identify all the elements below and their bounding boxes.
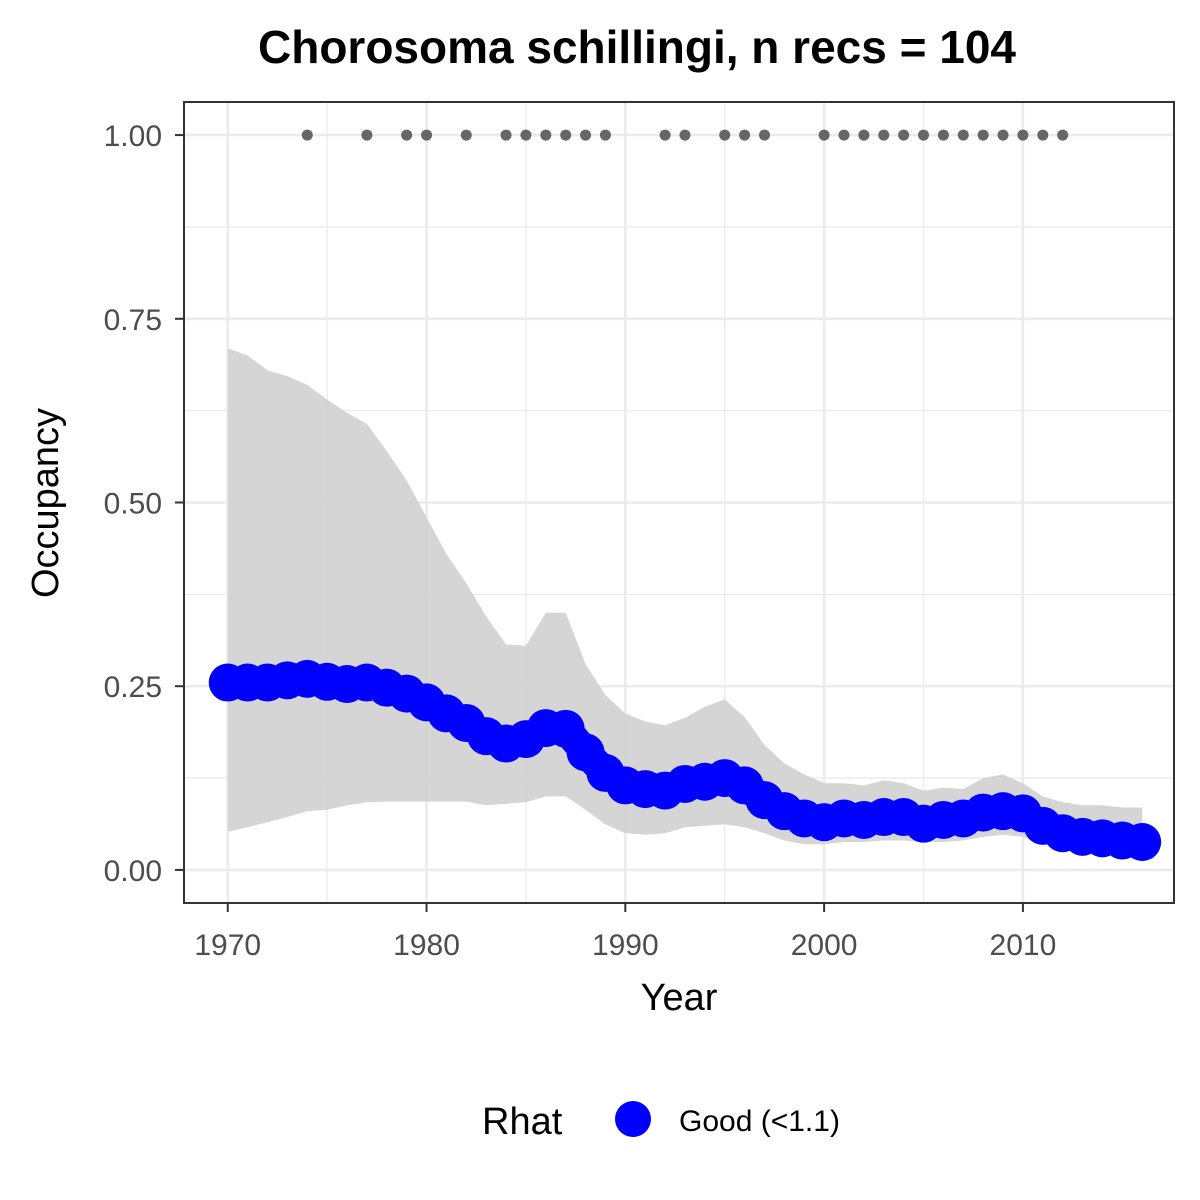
record-point	[878, 129, 890, 141]
x-tick-label: 1970	[194, 929, 261, 962]
record-point	[560, 129, 572, 141]
record-point	[1017, 129, 1029, 141]
record-point	[421, 129, 433, 141]
record-point	[580, 129, 592, 141]
x-tick-label: 2000	[791, 929, 858, 962]
y-axis: 0.00 0.25 0.50 0.75 1.00	[104, 120, 184, 888]
record-point	[758, 129, 770, 141]
record-points-layer	[301, 129, 1069, 141]
chart-title: Chorosoma schillingi, n recs = 104	[258, 21, 1016, 73]
record-point	[858, 129, 870, 141]
y-tick-label: 1.00	[104, 120, 162, 153]
record-point	[898, 129, 910, 141]
record-point	[937, 129, 949, 141]
record-point	[977, 129, 989, 141]
legend-key-good	[615, 1101, 651, 1137]
record-point	[679, 129, 691, 141]
x-tick-label: 2010	[990, 929, 1057, 962]
legend-title: Rhat	[482, 1101, 563, 1143]
record-point	[719, 129, 731, 141]
record-point	[918, 129, 930, 141]
record-point	[1057, 129, 1069, 141]
record-point	[301, 129, 313, 141]
x-tick-label: 1990	[592, 929, 659, 962]
record-point	[500, 129, 512, 141]
legend-label-good: Good (<1.1)	[679, 1105, 840, 1138]
record-point	[401, 129, 413, 141]
occupancy-series-layer	[208, 659, 1162, 862]
record-point	[818, 129, 830, 141]
x-axis-title: Year	[641, 977, 718, 1019]
x-tick-label: 1980	[393, 929, 460, 962]
record-point	[957, 129, 969, 141]
occupancy-point	[1123, 823, 1162, 862]
y-tick-label: 0.00	[104, 855, 162, 888]
record-point	[361, 129, 373, 141]
y-axis-title: Occupancy	[25, 408, 67, 598]
record-point	[460, 129, 472, 141]
record-point	[1037, 129, 1049, 141]
y-tick-label: 0.75	[104, 304, 162, 337]
record-point	[659, 129, 671, 141]
record-point	[540, 129, 552, 141]
y-tick-label: 0.50	[104, 488, 162, 521]
x-axis: 1970 1980 1990 2000 2010	[194, 903, 1056, 962]
record-point	[520, 129, 532, 141]
record-point	[997, 129, 1009, 141]
y-tick-label: 0.25	[104, 671, 162, 704]
record-point	[838, 129, 850, 141]
record-point	[599, 129, 611, 141]
legend: Rhat Good (<1.1)	[482, 1101, 840, 1143]
record-point	[739, 129, 751, 141]
